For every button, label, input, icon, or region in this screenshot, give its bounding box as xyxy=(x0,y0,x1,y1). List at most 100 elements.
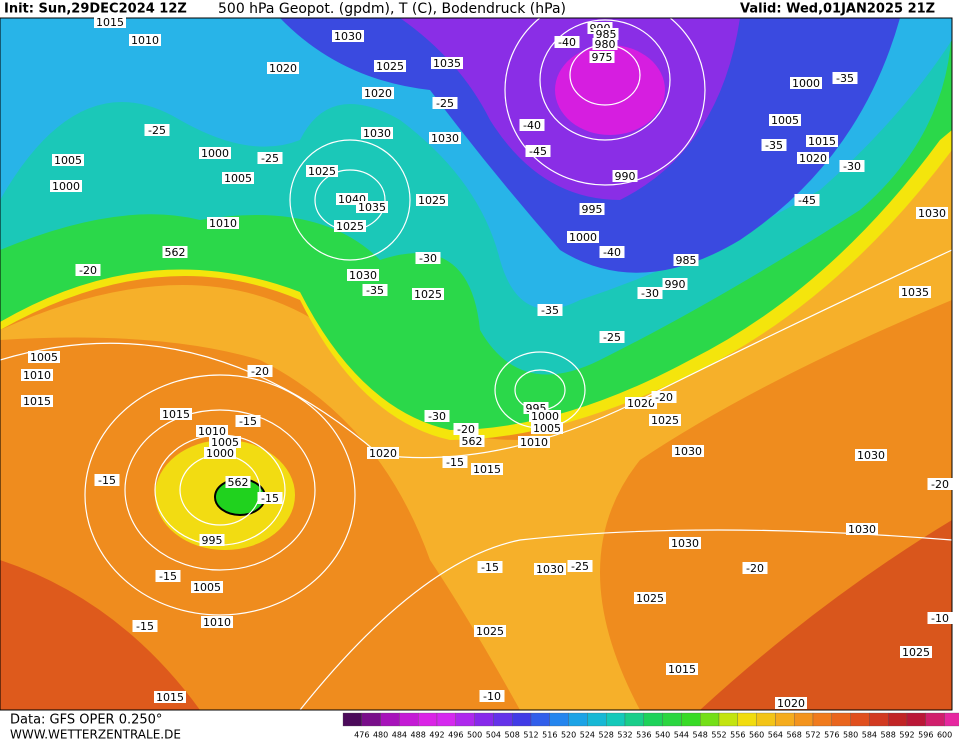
colorbar-label: 552 xyxy=(711,731,726,740)
label-box xyxy=(207,217,239,229)
isobar-label: -15 xyxy=(159,570,177,583)
colorbar-label: 576 xyxy=(824,731,839,740)
colorbar-label: 476 xyxy=(354,731,369,740)
colorbar-swatch xyxy=(756,712,776,727)
label-box xyxy=(442,456,468,468)
isobar-label: 1030 xyxy=(349,269,377,282)
colorbar-label: 588 xyxy=(881,731,896,740)
label-box xyxy=(21,395,53,407)
colorbar-swatch xyxy=(643,712,663,727)
isobar-label: 1030 xyxy=(334,30,362,43)
colorbar-label: 516 xyxy=(542,731,557,740)
label-box xyxy=(362,284,388,296)
hot-field xyxy=(700,520,952,710)
isobar-label: -35 xyxy=(366,284,384,297)
label-box xyxy=(593,28,619,40)
isobar-label: -30 xyxy=(641,287,659,300)
label-box xyxy=(806,135,838,147)
map-title: 500 hPa Geopot. (gpdm), T (C), Bodendruc… xyxy=(218,1,566,17)
colorbar-swatch xyxy=(737,712,757,727)
label-box xyxy=(471,463,503,475)
label-box xyxy=(474,625,506,637)
isobar-label: 1025 xyxy=(902,646,930,659)
isobar-label: 1005 xyxy=(771,114,799,127)
label-box xyxy=(94,474,120,486)
isobar-label: -20 xyxy=(457,423,475,436)
label-box xyxy=(162,246,188,258)
label-box xyxy=(432,97,458,109)
label-box xyxy=(651,391,677,403)
isobar-label: -25 xyxy=(603,331,621,344)
label-box xyxy=(52,154,84,166)
isobar-label: -10 xyxy=(483,690,501,703)
colorbar-label: 556 xyxy=(730,731,745,740)
isobar-label: -15 xyxy=(136,620,154,633)
label-box xyxy=(247,365,273,377)
colorbar-swatch xyxy=(455,712,475,727)
isobar-label: 1010 xyxy=(23,369,51,382)
colorbar-label: 504 xyxy=(486,731,501,740)
isobar-label: 1015 xyxy=(668,663,696,676)
label-box xyxy=(424,410,450,422)
isobar-label: 975 xyxy=(592,51,613,64)
isobar-label: -20 xyxy=(251,365,269,378)
isobar-label: 1030 xyxy=(536,563,564,576)
isobar-label: 1015 xyxy=(156,691,184,704)
isobar-label: 1020 xyxy=(364,87,392,100)
label-box xyxy=(916,207,948,219)
isobar-label: 1020 xyxy=(369,447,397,460)
isobar-label: 990 xyxy=(665,278,686,291)
isobar-label: 1015 xyxy=(23,395,51,408)
label-box xyxy=(769,114,801,126)
label-box xyxy=(599,331,625,343)
isobar-label: 1005 xyxy=(54,154,82,167)
label-box xyxy=(534,563,566,575)
cold-core xyxy=(555,45,665,135)
label-box xyxy=(362,87,394,99)
label-box xyxy=(196,425,228,437)
label-box xyxy=(899,286,931,298)
isobar-label: 562 xyxy=(165,246,186,259)
label-box xyxy=(453,423,479,435)
isobar-label: 1000 xyxy=(569,231,597,244)
colorbar-label: 532 xyxy=(617,731,632,740)
label-box xyxy=(846,523,878,535)
colorbar-label: 572 xyxy=(805,731,820,740)
label-box xyxy=(531,422,563,434)
colorbar-swatch xyxy=(700,712,720,727)
label-box xyxy=(637,287,663,299)
label-box xyxy=(537,304,563,316)
colorbar-swatch xyxy=(718,712,738,727)
isobar-label: 1025 xyxy=(651,414,679,427)
isobar-label: -20 xyxy=(931,478,949,491)
isobar-label: -30 xyxy=(843,160,861,173)
isobar-label: 1010 xyxy=(520,436,548,449)
label-box xyxy=(567,560,593,572)
label-box xyxy=(775,697,807,709)
label-box xyxy=(412,288,444,300)
colorbar-label: 580 xyxy=(843,731,858,740)
colorbar-swatch xyxy=(662,712,682,727)
isobar-label: -25 xyxy=(436,97,454,110)
label-box xyxy=(666,663,698,675)
isobar-label: 1030 xyxy=(363,127,391,140)
map-labels: 1015 1010 1020 1030 1025 1035 1020 -25 1030 1030 -… xyxy=(21,16,953,710)
label-box xyxy=(927,478,953,490)
colorbar-label: 520 xyxy=(561,731,576,740)
isobar-label: 1035 xyxy=(433,57,461,70)
label-box xyxy=(742,562,768,574)
colorbar-label: 560 xyxy=(749,731,764,740)
colorbar-label: 480 xyxy=(373,731,388,740)
label-box xyxy=(672,445,704,457)
colorbar-label: 500 xyxy=(467,731,482,740)
isobar-label: 1000 xyxy=(206,447,234,460)
isobar-label: -35 xyxy=(836,72,854,85)
label-box xyxy=(154,691,186,703)
colorbar-label: 568 xyxy=(787,731,802,740)
label-box xyxy=(144,124,170,136)
colorbar-swatch xyxy=(775,712,795,727)
label-box xyxy=(554,36,580,48)
label-box xyxy=(257,492,283,504)
colorbar-label: 488 xyxy=(411,731,426,740)
label-box xyxy=(306,165,338,177)
